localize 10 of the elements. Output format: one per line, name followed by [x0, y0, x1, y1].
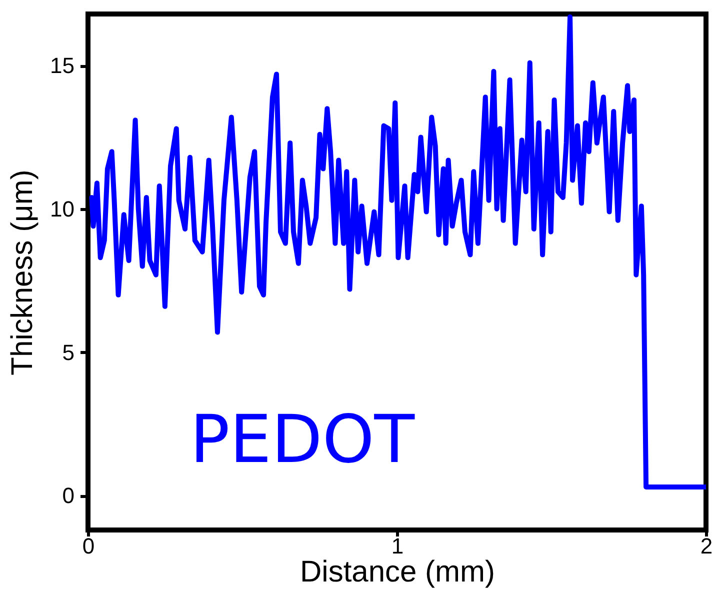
y-tick-label: 15 — [50, 53, 74, 78]
x-tick-label: 2 — [700, 534, 713, 558]
x-axis-title: Distance (mm) — [300, 556, 496, 588]
y-tick-label: 10 — [50, 196, 74, 222]
y-axis-title: Thickness (μm) — [6, 170, 40, 376]
y-tick-label: 5 — [62, 340, 74, 365]
series-label: PEDOT — [190, 401, 416, 478]
x-tick-label: 1 — [391, 534, 404, 558]
y-tick-label: 0 — [62, 483, 74, 508]
x-tick-label: 0 — [82, 534, 95, 558]
